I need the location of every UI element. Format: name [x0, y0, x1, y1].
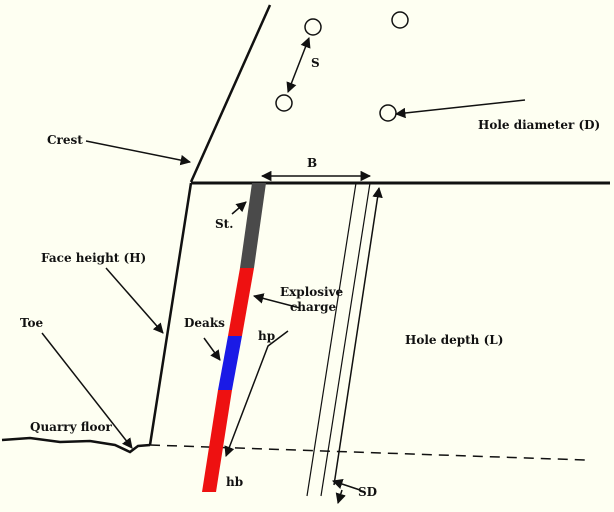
stemming-label: St. [215, 217, 233, 231]
blast-hole-circle [304, 18, 322, 36]
upper-slope-line [189, 4, 272, 183]
blast-hole-circle [275, 94, 293, 112]
hole-diameter-label: Hole diameter (D) [478, 118, 600, 132]
blast-hole-circle [391, 11, 409, 29]
explosive-charge-column-lower [202, 390, 232, 492]
hole-outline-right [320, 182, 371, 497]
stemming-column [240, 183, 266, 268]
toe-label: Toe [20, 316, 44, 330]
decks-arrow [203, 337, 221, 361]
decks-label: Deaks [184, 316, 225, 330]
explosive-charge-label-line2: charge [290, 300, 337, 314]
subdrill-arrow-2 [335, 489, 346, 505]
deck-column [218, 336, 242, 390]
face-height-label: Face height (H) [41, 251, 146, 265]
bench-face-line [148, 182, 193, 446]
blast-hole-circle [379, 104, 397, 122]
explosive-charge-column-upper [228, 268, 254, 336]
spacing-label: S [311, 56, 320, 70]
subdrill-arrow [332, 479, 361, 491]
crest-arrow [85, 140, 192, 166]
explosive-charge-arrow [252, 293, 301, 309]
toe-arrow [41, 332, 133, 449]
hp-bracket-arrow [224, 330, 289, 457]
hole-depth-arrow [333, 186, 383, 486]
hole-depth-label: Hole depth (L) [405, 333, 503, 347]
quarry-floor-line [1, 436, 151, 454]
face-height-arrow [105, 267, 164, 334]
crest-label: Crest [47, 133, 83, 147]
quarry-floor-label: Quarry floor [30, 420, 112, 434]
subdrill-label: SD [358, 485, 377, 499]
burden-label: B [307, 156, 317, 170]
hole-diameter-arrow [394, 99, 526, 119]
hp-label: hp [258, 329, 275, 343]
explosive-charge-label-line1: Explosive [280, 285, 344, 299]
hole-outline-left [306, 182, 357, 497]
stemming-arrow [231, 201, 247, 215]
spacing-arrow [286, 37, 311, 93]
hb-label: hb [226, 475, 243, 489]
